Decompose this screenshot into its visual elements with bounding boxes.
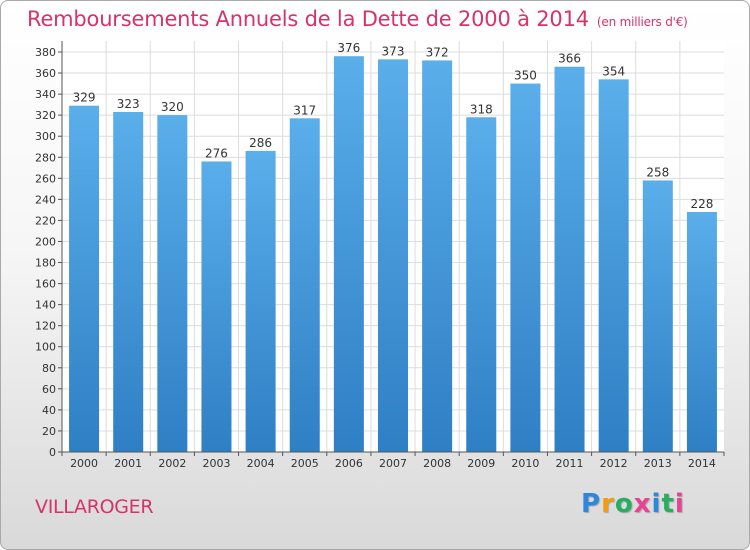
x-tick-label: 2003 [202,457,230,470]
y-tick-label: 200 [35,235,56,248]
chart-title-text: Remboursements Annuels de la Dette de 20… [27,7,589,31]
data-label: 329 [73,91,96,105]
bar [69,105,100,453]
y-tick-label: 280 [35,151,56,164]
bar [422,60,453,452]
data-label: 376 [337,41,360,55]
x-tick-label: 2002 [158,457,186,470]
y-tick-label: 260 [35,172,56,185]
x-tick-label: 2007 [379,457,407,470]
y-tick-label: 140 [35,299,56,312]
y-tick-label: 220 [35,214,56,227]
logo-letter: i [674,489,685,519]
bar [113,112,144,452]
y-tick-label: 80 [42,362,56,375]
y-tick-label: 240 [35,193,56,206]
data-label: 317 [293,103,316,117]
logo-letter: i [651,489,662,519]
bar [642,180,673,452]
y-tick-label: 160 [35,278,56,291]
data-label: 228 [690,197,713,211]
proxiti-logo[interactable]: Proxiti [581,489,685,519]
data-label: 323 [117,97,140,111]
data-label: 286 [249,136,272,150]
chart-subtitle: (en milliers d'€) [596,15,688,29]
logo-letter: o [614,489,634,519]
bar [333,56,364,453]
logo-letter: t [661,489,675,519]
data-label: 372 [426,45,449,59]
x-tick-label: 2000 [70,457,98,470]
y-tick-label: 100 [35,341,56,354]
bar [554,66,585,452]
bar [201,161,232,452]
logo-letter: x [633,489,652,519]
bar [510,83,541,452]
y-tick-label: 320 [35,109,56,122]
x-tick-label: 2011 [556,457,584,470]
bar [245,150,276,452]
x-tick-label: 2004 [247,457,275,470]
data-label: 373 [382,44,405,58]
x-tick-label: 2014 [688,457,716,470]
x-tick-label: 2010 [511,457,539,470]
bar [686,212,717,452]
y-tick-label: 360 [35,67,56,80]
data-label: 258 [646,165,669,179]
x-tick-label: 2012 [600,457,628,470]
data-label: 354 [602,64,625,78]
x-tick-label: 2005 [291,457,319,470]
data-label: 320 [161,100,184,114]
y-tick-label: 20 [42,425,56,438]
logo-letter: r [601,489,615,519]
bar [289,118,320,452]
x-tick-label: 2013 [644,457,672,470]
data-label: 318 [470,102,493,116]
commune-name: VILLAROGER [35,496,154,518]
y-tick-label: 380 [35,46,56,59]
y-tick-label: 120 [35,320,56,333]
data-label: 276 [205,146,228,160]
bar [157,115,188,452]
x-tick-label: 2008 [423,457,451,470]
x-tick-label: 2006 [335,457,363,470]
y-tick-label: 180 [35,257,56,270]
x-tick-label: 2009 [467,457,495,470]
x-tick-label: 2001 [114,457,142,470]
y-tick-label: 40 [42,404,56,417]
bar [466,117,497,453]
y-tick-label: 340 [35,88,56,101]
data-label: 366 [558,52,581,66]
bars [69,56,717,453]
chart-title: Remboursements Annuels de la Dette de 20… [27,7,688,31]
bar [377,59,409,453]
labels: 0 20 40 60 80 100 120 140 160 180 200 220 240 260 280 3… [35,41,716,470]
logo-letter: P [581,489,602,519]
axes [58,41,725,456]
y-tick-label: 300 [35,130,56,143]
bar [598,79,629,453]
y-tick-label: 0 [49,446,56,459]
data-label: 350 [514,69,537,83]
y-tick-label: 60 [42,383,56,396]
